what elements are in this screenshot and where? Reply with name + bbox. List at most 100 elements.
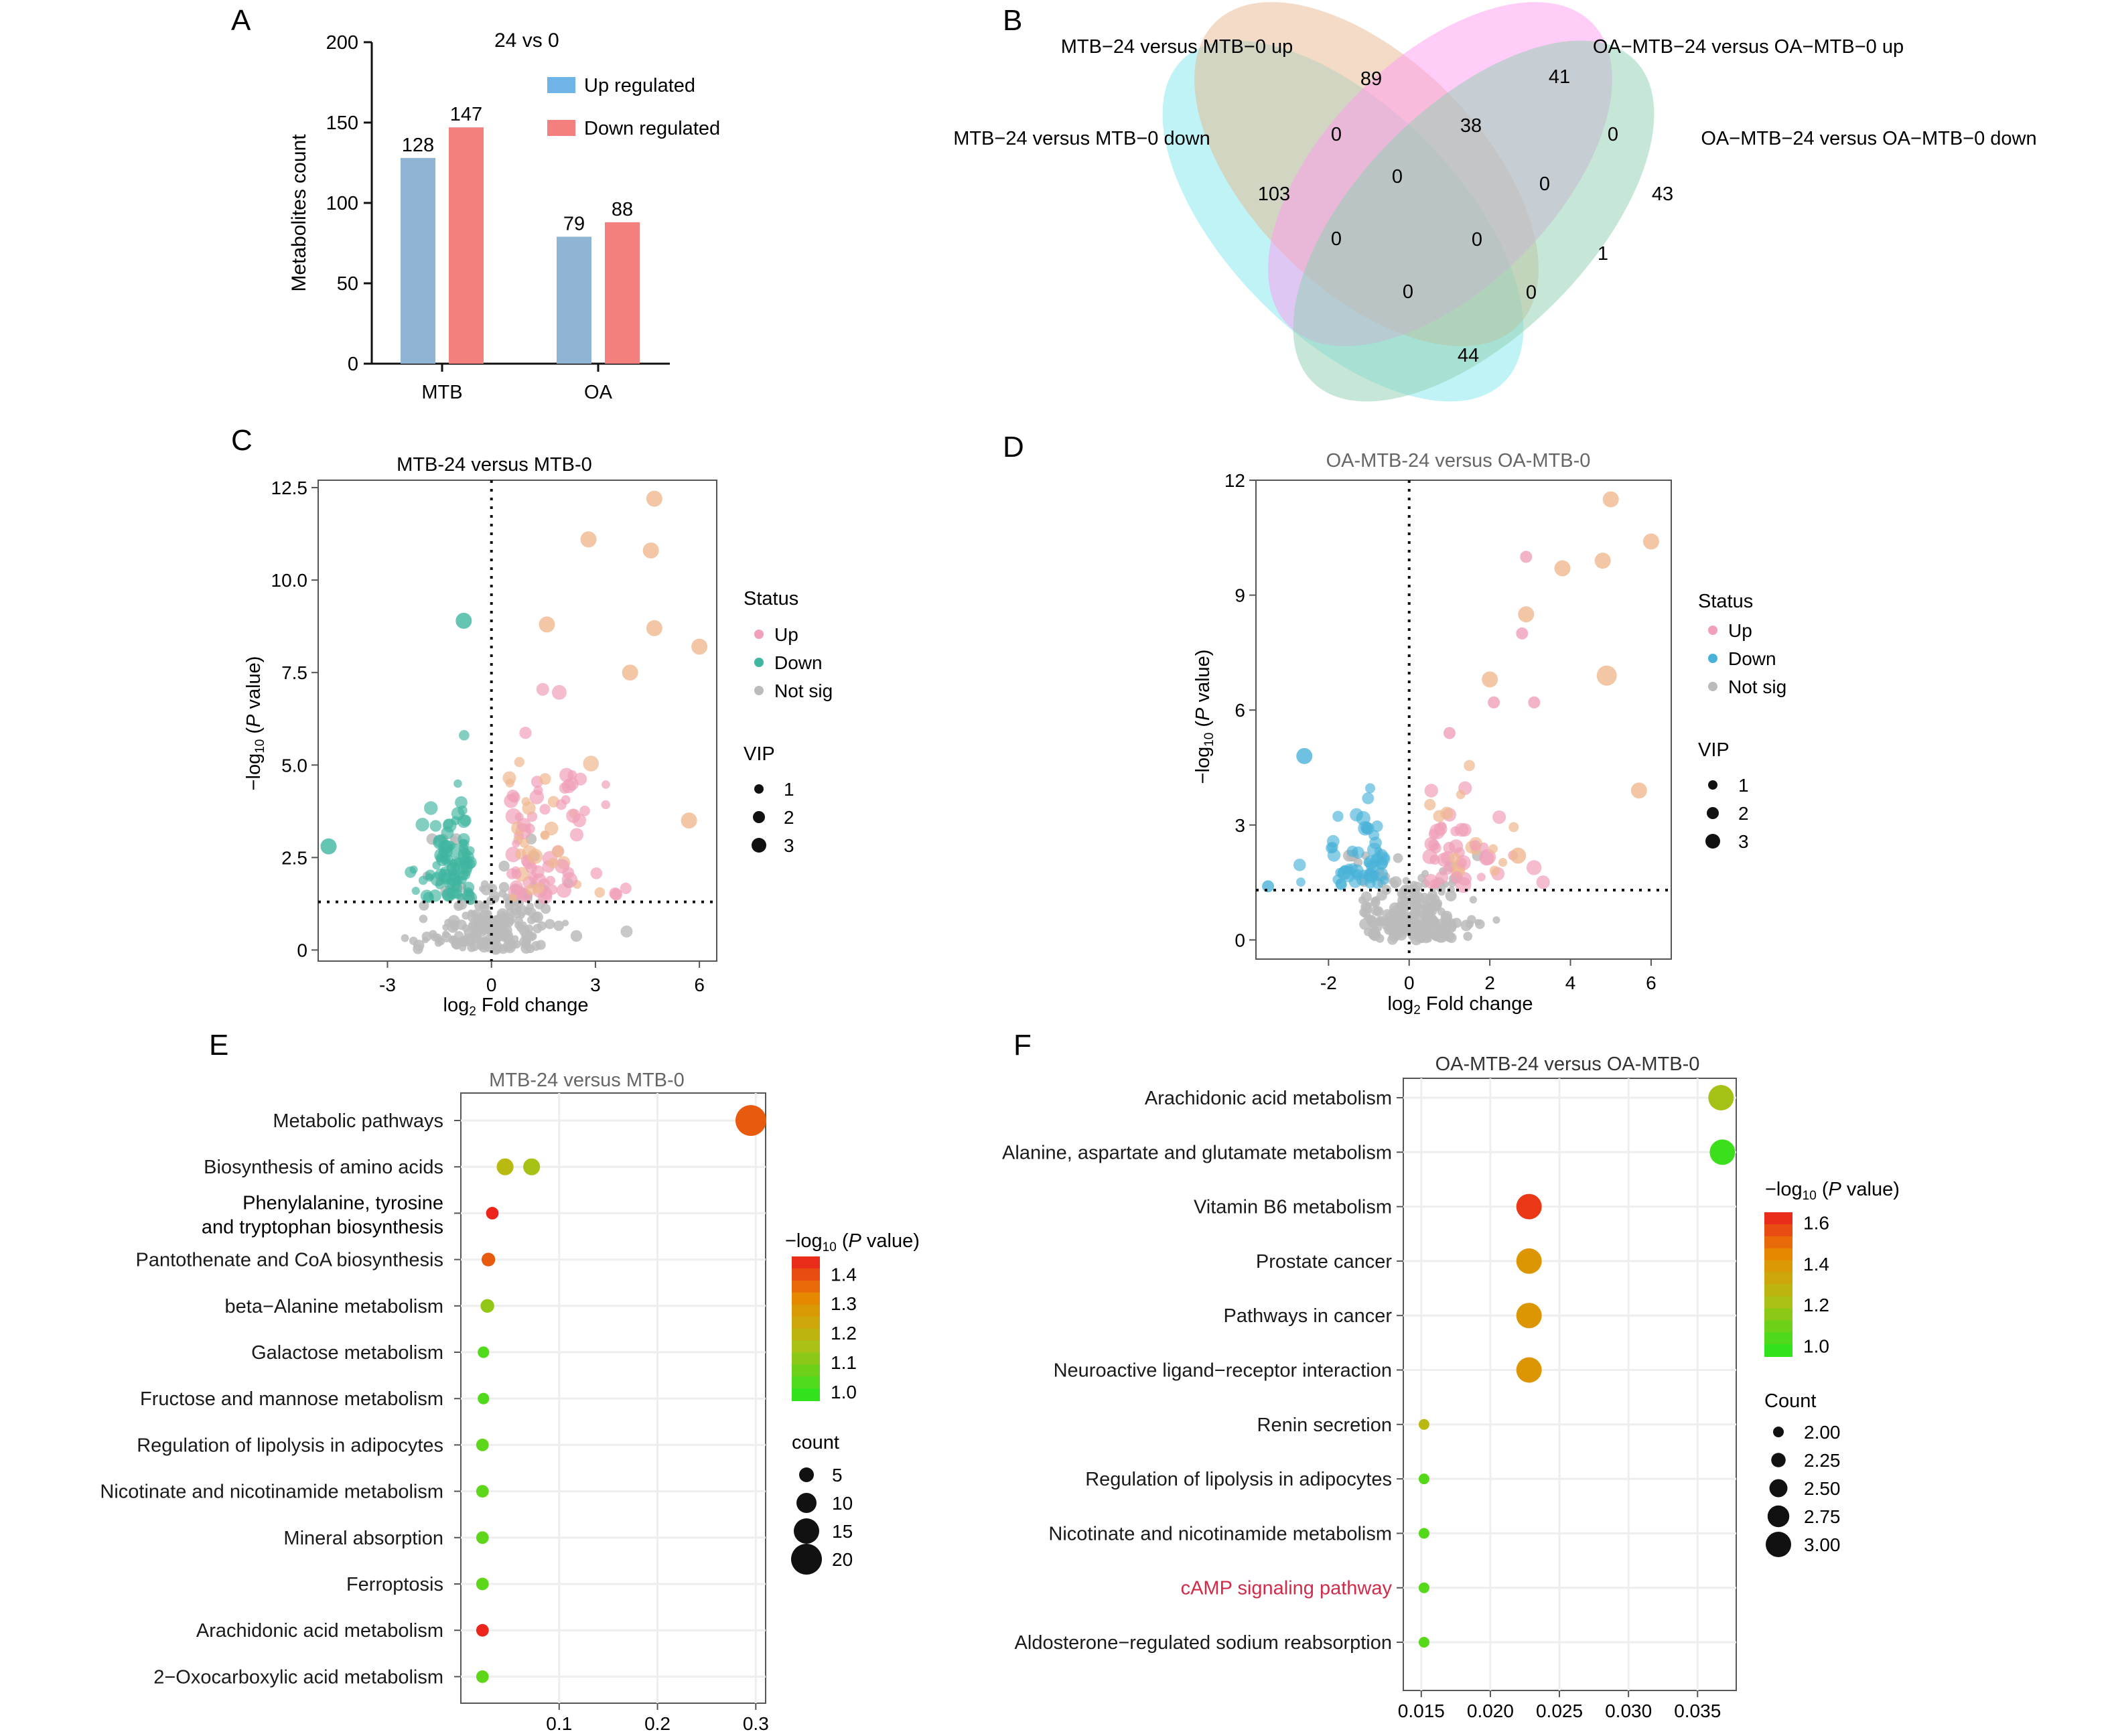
volcano-point-up (1442, 864, 1454, 875)
volcano-point-down (1350, 864, 1364, 878)
volcano-point-up (551, 684, 567, 700)
panel-letter-d: D (1003, 431, 1024, 463)
volcano-point-notsig (467, 943, 476, 952)
volcano-point-notsig (447, 915, 460, 928)
size-legend-dot (799, 1467, 814, 1482)
legend-f-size-title: Count (1764, 1390, 1816, 1412)
pathway-label: Neuroactive ligand−receptor interaction (1054, 1360, 1392, 1382)
legend-d-down-label: Down (1728, 648, 1776, 669)
volcano-point-down (320, 838, 337, 855)
volcano-point-up (1630, 782, 1647, 799)
volcano-point-up (601, 800, 610, 810)
tick-label-x: -3 (379, 974, 396, 995)
enrichment-dot (486, 1207, 499, 1220)
volcano-point-notsig (462, 933, 474, 945)
tick-label-x: 0.020 (1467, 1701, 1514, 1721)
legend-d-vip3-dot (1705, 834, 1720, 849)
legend-c-status-title: Status (744, 588, 798, 609)
volcano-point-notsig (1446, 932, 1457, 944)
enrichment-dot (1516, 1357, 1542, 1383)
venn-count: 38 (1460, 115, 1482, 137)
volcano-point-notsig (514, 921, 522, 930)
colorbar-segment (792, 1388, 820, 1401)
colorbar-segment (1764, 1296, 1792, 1309)
volcano-point-down (1380, 853, 1390, 863)
enrichment-dot (1418, 1419, 1429, 1430)
legend-d-notsig-label: Not sig (1728, 676, 1786, 697)
venn-count: 89 (1360, 68, 1382, 90)
volcano-point-up (642, 542, 659, 559)
volcano-point-down (463, 881, 475, 893)
volcano-point-up (1508, 822, 1519, 833)
volcano-point-notsig (529, 932, 537, 940)
colorbar-segment (1764, 1284, 1792, 1297)
tick-label-y: 7.5 (281, 662, 307, 683)
colorbar-segment (1764, 1260, 1792, 1273)
colorbar-segment (792, 1304, 820, 1317)
volcano-point-notsig (419, 900, 429, 911)
volcano-point-up (511, 866, 520, 875)
volcano-point-down (455, 796, 468, 809)
volcano-point-notsig (520, 921, 527, 929)
legend-c-up-dot (754, 630, 764, 639)
size-legend-label: 15 (832, 1521, 853, 1542)
tick-label-y: 10.0 (271, 570, 308, 591)
enrichment-dot (735, 1105, 766, 1136)
volcano-point-up (555, 859, 569, 874)
volcano-point-up (539, 804, 551, 815)
legend-d-vip2-label: 2 (1738, 803, 1749, 824)
pathway-label: Phenylalanine, tyrosine (242, 1192, 443, 1214)
panel-letter-b: B (1003, 4, 1022, 37)
volcano-point-notsig (1409, 930, 1418, 938)
volcano-point-up (1596, 665, 1617, 686)
volcano-point-up (681, 812, 697, 829)
volcano-point-up (594, 887, 606, 898)
volcano-point-up (1476, 873, 1486, 882)
volcano-point-down (405, 866, 417, 878)
venn-count: 0 (1403, 281, 1413, 303)
volcano-point-notsig (562, 920, 569, 927)
volcano-point-notsig (1409, 901, 1419, 912)
volcano-point-up (1488, 696, 1500, 709)
legend-a: Up regulated Down regulated (547, 75, 720, 139)
legend-c-notsig-dot (754, 686, 764, 695)
volcano-point-up (1449, 852, 1460, 864)
colorbar-segment (1764, 1272, 1792, 1285)
size-legend-label: 20 (832, 1549, 853, 1570)
pathway-label: Biosynthesis of amino acids (204, 1157, 443, 1178)
chart-d-title: OA-MTB-24 versus OA-MTB-0 (1326, 450, 1591, 472)
volcano-point-notsig (553, 920, 564, 932)
legend-d-vip2-dot (1707, 807, 1719, 819)
tick-label-a-y: 50 (337, 273, 358, 295)
enrichment-dot (1516, 1248, 1542, 1274)
volcano-point-up (1456, 790, 1466, 800)
chart-d-ylabel: −log10 (P value) (1192, 650, 1216, 784)
tick-label-x: 0 (1404, 972, 1415, 993)
volcano-point-down (441, 889, 454, 901)
pathway-label: Mineral absorption (283, 1528, 443, 1549)
volcano-point-down (425, 869, 436, 880)
volcano-point-notsig (454, 900, 464, 910)
data-label-a: 88 (612, 199, 633, 220)
volcano-point-notsig (500, 944, 508, 952)
volcano-point-notsig (436, 937, 445, 946)
volcano-point-up (539, 773, 551, 785)
volcano-point-up (505, 778, 514, 788)
legend-d-notsig-dot (1708, 682, 1717, 691)
pathway-label: Pantothenate and CoA biosynthesis (136, 1250, 444, 1271)
volcano-point-up (524, 823, 535, 835)
legend-swatch-up (547, 77, 575, 93)
volcano-point-up (540, 830, 550, 841)
volcano-point-notsig (504, 914, 514, 924)
enrichment-dotplot-f: OA-MTB-24 versus OA-MTB-0 0.015 0.020 0.02… (1002, 1054, 1900, 1721)
enrichment-dot (523, 1158, 541, 1175)
volcano-point-up (1498, 857, 1508, 867)
volcano-point-down (453, 779, 462, 788)
volcano-point-down (1293, 859, 1306, 871)
legend-d-up-label: Up (1728, 620, 1752, 641)
enrichment-dot (1418, 1582, 1429, 1593)
volcano-point-up (1526, 860, 1542, 875)
legend-c-down-dot (754, 658, 764, 667)
venn-count: 0 (1331, 228, 1342, 250)
